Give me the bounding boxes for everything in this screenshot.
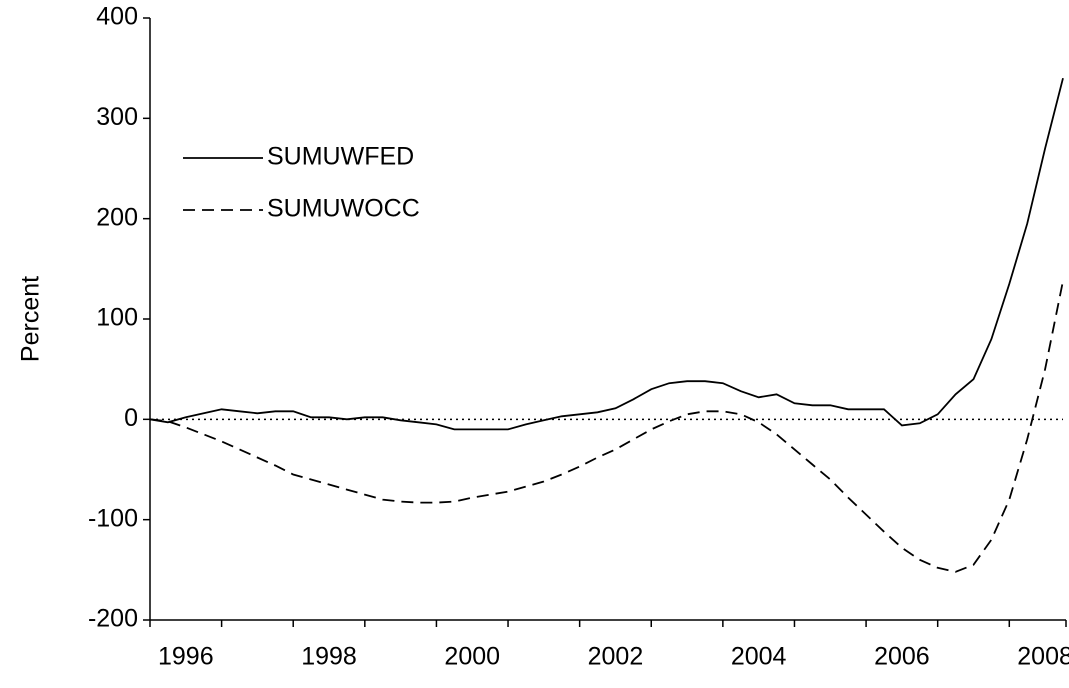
x-tick-label: 1998: [301, 643, 357, 671]
x-tick-label: 1996: [158, 643, 214, 671]
legend-label: SUMUWFED: [267, 143, 414, 171]
y-tick-label: 400: [96, 3, 138, 31]
x-tick-label: 2002: [588, 643, 644, 671]
x-tick-label: 2000: [444, 643, 500, 671]
x-tick-label: 2004: [731, 643, 787, 671]
y-tick-label: 200: [96, 203, 138, 231]
y-tick-label: 300: [96, 103, 138, 131]
y-axis-label: Percent: [17, 276, 45, 362]
y-tick-label: -200: [88, 605, 138, 633]
y-tick-label: 100: [96, 304, 138, 332]
y-tick-label: -100: [88, 504, 138, 532]
legend-label: SUMUWOCC: [267, 195, 420, 223]
y-tick-label: 0: [124, 404, 138, 432]
line-series: [149, 280, 1064, 573]
x-tick-label: 2006: [874, 643, 930, 671]
x-tick-label: 2008: [1017, 643, 1069, 671]
line-series: [149, 77, 1064, 431]
